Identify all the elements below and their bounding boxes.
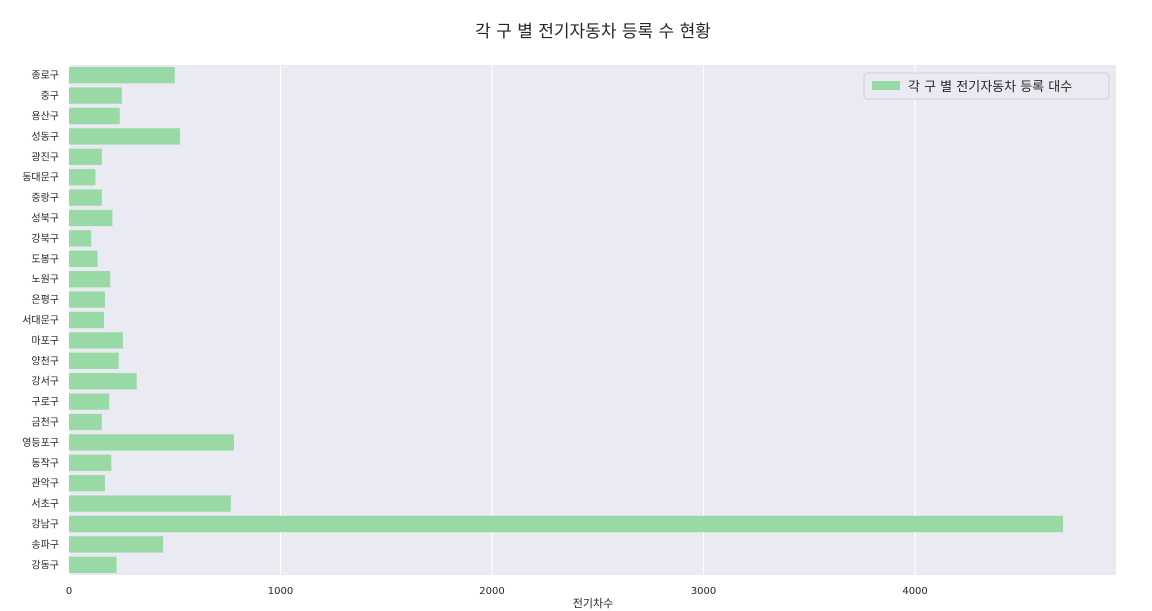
y-tick-label: 도봉구	[31, 253, 59, 265]
bar-15	[69, 373, 137, 390]
y-tick-label: 동대문구	[22, 172, 59, 184]
y-tick-label: 강서구	[31, 376, 59, 388]
bar-0	[69, 67, 175, 84]
bar-12	[69, 311, 104, 329]
bar-13	[69, 332, 123, 349]
y-tick-label: 금천구	[31, 417, 59, 429]
x-tick-labels: 0 1000 2000 3000 4000	[66, 586, 928, 597]
x-tick-label: 4000	[902, 586, 927, 597]
legend: 각 구 별 전기자동차 등록 대수	[863, 72, 1110, 100]
y-tick-label: 노원구	[31, 274, 59, 286]
bar-21	[69, 495, 231, 512]
bar-4	[69, 148, 102, 165]
chart-title: 각 구 별 전기자동차 등록 수 현황	[475, 22, 711, 42]
y-tick-label: 용산구	[31, 111, 59, 123]
y-tick-label: 송파구	[31, 539, 59, 551]
bars	[69, 67, 1064, 573]
bar-19	[69, 454, 112, 471]
bar-6	[69, 189, 102, 206]
bar-20	[69, 475, 105, 492]
bar-5	[69, 169, 96, 186]
y-tick-label: 마포구	[31, 335, 59, 347]
y-tick-label: 양천구	[31, 355, 59, 367]
bar-22	[69, 515, 1064, 533]
x-tick-label: 0	[66, 586, 72, 597]
bar-11	[69, 291, 105, 308]
bar-16	[69, 393, 110, 410]
y-tick-label: 성동구	[31, 131, 59, 143]
x-tick-label: 2000	[479, 586, 504, 597]
y-tick-label: 종로구	[31, 70, 59, 82]
x-tick-label: 1000	[268, 586, 293, 597]
y-tick-labels: 종로구중구용산구성동구광진구동대문구중랑구성북구강북구도봉구노원구은평구서대문구…	[22, 70, 59, 572]
bar-9	[69, 250, 98, 267]
bar-23	[69, 536, 164, 553]
bar-14	[69, 352, 119, 369]
legend-swatch	[872, 81, 900, 90]
bar-18	[69, 434, 234, 451]
bar-10	[69, 271, 111, 288]
x-axis-label: 전기차수	[573, 597, 613, 610]
y-tick-label: 구로구	[31, 397, 59, 408]
y-tick-label: 중랑구	[31, 192, 59, 204]
bar-1	[69, 87, 122, 104]
legend-frame	[863, 72, 1110, 100]
y-tick-label: 광진구	[31, 151, 59, 163]
bar-7	[69, 209, 113, 227]
plot-area	[69, 65, 1116, 575]
y-tick-label: 성북구	[31, 213, 59, 225]
y-tick-label: 중구	[41, 90, 59, 102]
y-tick-label: 동작구	[31, 457, 59, 469]
bar-8	[69, 230, 92, 247]
y-tick-label: 은평구	[31, 294, 59, 306]
y-tick-label: 영등포구	[22, 437, 59, 449]
x-tick-label: 3000	[691, 586, 716, 597]
bar-3	[69, 128, 181, 145]
y-tick-label: 강남구	[31, 519, 59, 531]
y-tick-label: 강북구	[31, 233, 59, 245]
y-tick-label: 서초구	[31, 498, 59, 510]
bar-24	[69, 556, 117, 573]
y-tick-label: 관악구	[31, 478, 59, 490]
y-tick-label: 서대문구	[22, 315, 59, 327]
legend-label: 각 구 별 전기자동차 등록 대수	[908, 80, 1072, 95]
bar-2	[69, 107, 120, 125]
y-tick-label: 강동구	[31, 559, 59, 571]
bar-17	[69, 413, 102, 431]
